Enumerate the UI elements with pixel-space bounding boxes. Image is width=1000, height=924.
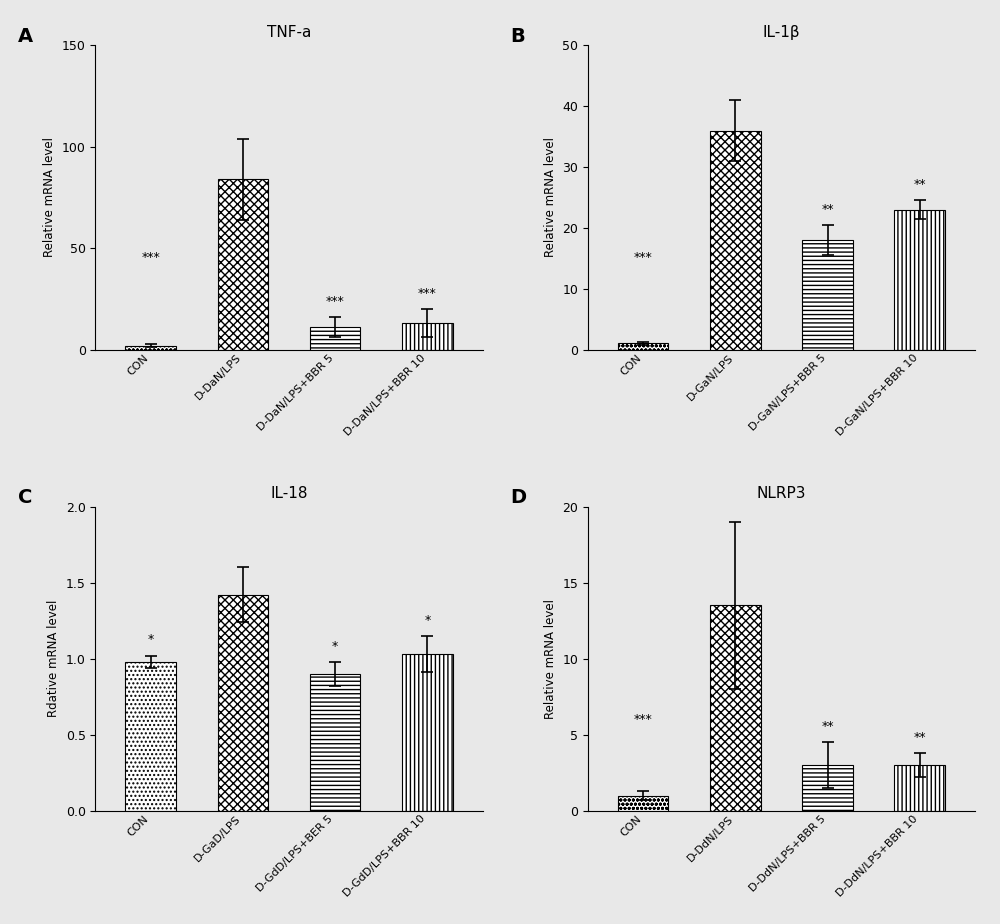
Y-axis label: Relative mRNA level: Relative mRNA level (544, 599, 557, 719)
Text: *: * (148, 634, 154, 647)
Bar (310, 674, 360, 810)
Text: ***: *** (634, 251, 653, 264)
Bar (802, 765, 853, 810)
Text: D: D (510, 488, 527, 507)
Y-axis label: Rdative mRNA level: Rdative mRNA level (47, 600, 60, 717)
Bar (710, 130, 761, 349)
Text: A: A (18, 27, 33, 46)
Y-axis label: Relative mRNA level: Relative mRNA level (544, 138, 557, 258)
Text: *: * (424, 614, 430, 626)
Bar (710, 605, 761, 810)
Text: **: ** (821, 202, 834, 215)
Text: *: * (332, 639, 338, 652)
Y-axis label: Relative mRNA level: Relative mRNA level (43, 138, 56, 258)
Bar (402, 323, 453, 349)
Text: ***: *** (418, 286, 437, 300)
Text: B: B (510, 27, 525, 46)
Bar (218, 179, 268, 349)
Text: C: C (18, 488, 32, 507)
Bar (310, 327, 360, 349)
Text: ***: *** (141, 251, 160, 264)
Bar (125, 346, 176, 349)
Title: IL-18: IL-18 (270, 486, 308, 501)
Text: **: ** (821, 720, 834, 733)
Title: TNF-a: TNF-a (267, 25, 311, 40)
Text: ***: *** (634, 712, 653, 725)
Bar (802, 240, 853, 349)
Text: **: ** (913, 178, 926, 191)
Bar (402, 654, 453, 810)
Text: **: ** (913, 731, 926, 744)
Text: ***: *** (326, 295, 345, 308)
Bar (125, 662, 176, 810)
Bar (618, 796, 668, 810)
Bar (218, 595, 268, 810)
Bar (618, 344, 668, 349)
Title: IL-1β: IL-1β (763, 25, 800, 40)
Bar (894, 210, 945, 349)
Title: NLRP3: NLRP3 (757, 486, 806, 501)
Bar (894, 765, 945, 810)
